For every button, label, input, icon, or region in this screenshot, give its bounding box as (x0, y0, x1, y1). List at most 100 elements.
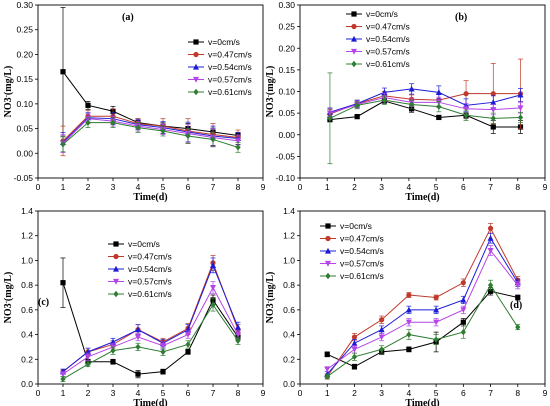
data-point (463, 106, 470, 112)
y-tick-label: 0.4 (21, 330, 33, 340)
legend-entry: v=0cm/s (128, 239, 160, 249)
legend-entry: v=0.47cm/s (208, 50, 252, 60)
x-tick-label: 1 (325, 182, 330, 192)
y-tick-label: 0.20 (278, 43, 295, 53)
y-tick-label: 0.6 (21, 305, 33, 315)
legend-marker (113, 290, 119, 298)
legend-entry: v=0.61cm/s (208, 87, 252, 97)
data-point (517, 91, 524, 98)
legend-marker (351, 11, 357, 17)
data-point (517, 114, 524, 121)
legend-entry: v=0.54cm/s (128, 264, 172, 274)
legend-entry: v=0.57cm/s (340, 259, 384, 269)
series-line (329, 97, 521, 114)
y-tick-label: -0.05 (14, 173, 34, 183)
data-point (460, 328, 466, 336)
legend-marker (325, 223, 331, 229)
x-tick-label: 9 (543, 182, 548, 192)
series-line (329, 88, 521, 113)
series-4 (324, 279, 521, 380)
x-tick-label: 7 (211, 182, 216, 192)
data-point (185, 331, 191, 338)
panel-label: (d) (510, 300, 522, 311)
series-line (62, 118, 239, 144)
y-tick-label: 0.8 (283, 280, 295, 290)
data-point (514, 282, 521, 289)
data-point (435, 89, 442, 95)
data-point (324, 351, 330, 357)
legend: v=0cm/s v=0.47cm/s v=0.54cm/s v=0.57cm/s v=0… (346, 9, 410, 69)
series-line (329, 100, 521, 128)
data-point (327, 115, 333, 122)
series-line (62, 264, 239, 373)
data-point (210, 285, 216, 291)
y-tick-label: 0.10 (16, 99, 33, 109)
data-point (354, 102, 360, 109)
legend-entry: v=0cm/s (208, 37, 240, 47)
x-tick-label: 2 (86, 388, 91, 398)
data-point (515, 294, 521, 301)
data-point (379, 317, 385, 323)
legend-entry: v=0.54cm/s (340, 246, 384, 256)
plot-frame (299, 4, 546, 179)
x-tick-label: 2 (352, 182, 357, 192)
legend-entry: v=0.47cm/s (340, 234, 384, 244)
plot-frame (37, 210, 264, 385)
y-tick-label: 1.0 (21, 255, 33, 265)
x-tick-label: 4 (407, 182, 412, 192)
data-point (235, 323, 241, 330)
legend-marker (113, 253, 119, 260)
data-point (460, 296, 467, 303)
series-4 (327, 72, 524, 165)
x-tick-label: 1 (61, 388, 66, 398)
data-point (405, 306, 412, 313)
x-tick-label: 9 (261, 182, 266, 192)
legend-marker (193, 39, 199, 45)
data-point (185, 341, 191, 348)
x-tick-label: 6 (461, 182, 466, 192)
legend-entry: v=0.61cm/s (366, 59, 410, 69)
legend-entry: v=0.54cm/s (366, 34, 410, 44)
data-point (160, 348, 166, 356)
y-tick-label: 1.2 (21, 231, 33, 241)
y-tick-label: 1.0 (283, 255, 295, 265)
y-tick-label: 0.05 (16, 124, 33, 134)
data-point (85, 361, 91, 368)
data-point (405, 319, 412, 326)
x-tick-label: 0 (298, 182, 303, 192)
legend-marker (113, 241, 119, 247)
y-tick-label: 0.8 (21, 280, 33, 290)
plot-frame (299, 210, 546, 385)
plot-frame (37, 4, 264, 179)
x-tick-label: 3 (379, 388, 384, 398)
legend-entry: v=0.47cm/s (366, 22, 410, 32)
x-tick-label: 9 (261, 388, 266, 398)
x-tick-label: 7 (211, 388, 216, 398)
chart-panel-3: 0 1 2 3 4 5 6 7 8 9 0.0 0.2 0.4 0.6 0.8 1.0 1.2 1.4 Time(d… (264, 206, 548, 406)
legend: v=0cm/s v=0.47cm/s v=0.54cm/s v=0.57cm/s v=0… (108, 239, 172, 299)
y-tick-label: 0.4 (283, 330, 295, 340)
series-4 (60, 117, 241, 153)
data-point (351, 346, 358, 353)
x-tick-label: 6 (461, 388, 466, 398)
data-point (406, 346, 412, 352)
panel-label: (a) (122, 12, 134, 23)
x-tick-label: 8 (236, 388, 241, 398)
x-tick-label: 8 (515, 182, 520, 192)
data-point (85, 119, 91, 126)
x-tick-label: 7 (488, 182, 493, 192)
legend-entry: v=0.61cm/s (128, 289, 172, 299)
series-line (329, 93, 521, 115)
legend-marker (351, 35, 357, 42)
data-point (460, 319, 466, 325)
legend-entry: v=0.47cm/s (128, 252, 172, 262)
x-tick-label: 5 (434, 182, 439, 192)
y-axis-label: NO3-(mg/L) (264, 272, 276, 324)
series-line (62, 122, 239, 148)
data-point (351, 340, 358, 346)
y-tick-label: 0.2 (283, 354, 295, 364)
x-axis-label: Time(d) (133, 192, 167, 203)
data-point (433, 294, 439, 301)
y-tick-label: 0.00 (278, 130, 295, 140)
legend-marker (325, 272, 331, 280)
